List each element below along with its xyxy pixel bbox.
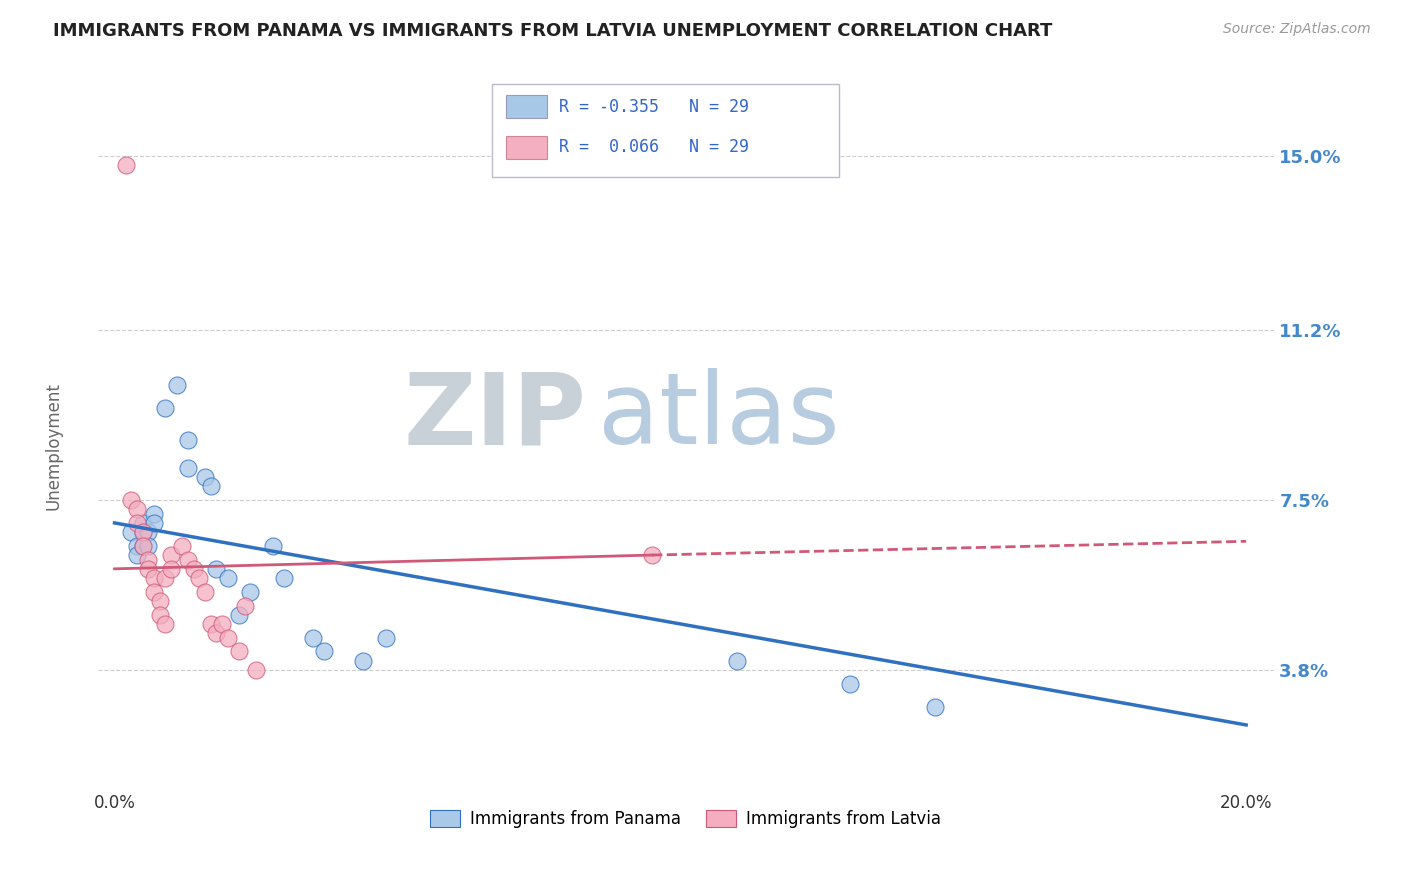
- Point: [172, 539, 194, 553]
- Point: [262, 539, 284, 553]
- Point: [160, 548, 183, 562]
- Point: [143, 516, 166, 530]
- Legend: Immigrants from Panama, Immigrants from Latvia: Immigrants from Panama, Immigrants from …: [423, 803, 948, 835]
- Text: IMMIGRANTS FROM PANAMA VS IMMIGRANTS FROM LATVIA UNEMPLOYMENT CORRELATION CHART: IMMIGRANTS FROM PANAMA VS IMMIGRANTS FRO…: [53, 22, 1053, 40]
- Point: [115, 158, 138, 172]
- Point: [138, 552, 160, 566]
- Point: [217, 631, 239, 645]
- Point: [183, 562, 205, 576]
- Point: [375, 631, 398, 645]
- Point: [132, 525, 155, 540]
- Point: [138, 525, 160, 540]
- Point: [273, 571, 295, 585]
- Point: [138, 539, 160, 553]
- Point: [132, 539, 155, 553]
- Point: [177, 460, 200, 475]
- Point: [725, 654, 748, 668]
- Point: [143, 571, 166, 585]
- Point: [177, 434, 200, 448]
- Text: atlas: atlas: [598, 368, 839, 466]
- Point: [149, 594, 172, 608]
- Point: [138, 562, 160, 576]
- Point: [353, 654, 375, 668]
- Point: [143, 507, 166, 521]
- Point: [127, 502, 149, 516]
- Point: [149, 607, 172, 622]
- Point: [200, 479, 222, 493]
- Text: Source: ZipAtlas.com: Source: ZipAtlas.com: [1223, 22, 1371, 37]
- Point: [924, 699, 946, 714]
- Point: [239, 584, 262, 599]
- Point: [166, 378, 188, 392]
- Point: [121, 493, 143, 508]
- Point: [121, 525, 143, 540]
- FancyBboxPatch shape: [506, 136, 547, 159]
- Point: [641, 548, 664, 562]
- Text: R = -0.355   N = 29: R = -0.355 N = 29: [560, 97, 749, 116]
- Point: [127, 548, 149, 562]
- Point: [155, 401, 177, 416]
- Point: [217, 571, 239, 585]
- Point: [205, 562, 228, 576]
- Point: [301, 631, 323, 645]
- Point: [127, 539, 149, 553]
- FancyBboxPatch shape: [506, 95, 547, 118]
- Point: [200, 616, 222, 631]
- Point: [132, 539, 155, 553]
- Point: [177, 552, 200, 566]
- Point: [188, 571, 211, 585]
- Point: [155, 616, 177, 631]
- Point: [839, 676, 862, 690]
- Point: [160, 562, 183, 576]
- Point: [194, 584, 217, 599]
- FancyBboxPatch shape: [492, 84, 839, 177]
- Point: [132, 516, 155, 530]
- Text: Unemployment: Unemployment: [45, 382, 62, 510]
- Point: [194, 470, 217, 484]
- Point: [155, 571, 177, 585]
- Point: [205, 626, 228, 640]
- Point: [132, 525, 155, 540]
- Point: [245, 663, 267, 677]
- Text: R =  0.066   N = 29: R = 0.066 N = 29: [560, 138, 749, 156]
- Point: [143, 584, 166, 599]
- Point: [312, 644, 335, 658]
- Point: [233, 599, 256, 613]
- Point: [127, 516, 149, 530]
- Text: ZIP: ZIP: [404, 368, 586, 466]
- Point: [228, 644, 250, 658]
- Point: [228, 607, 250, 622]
- Point: [211, 616, 233, 631]
